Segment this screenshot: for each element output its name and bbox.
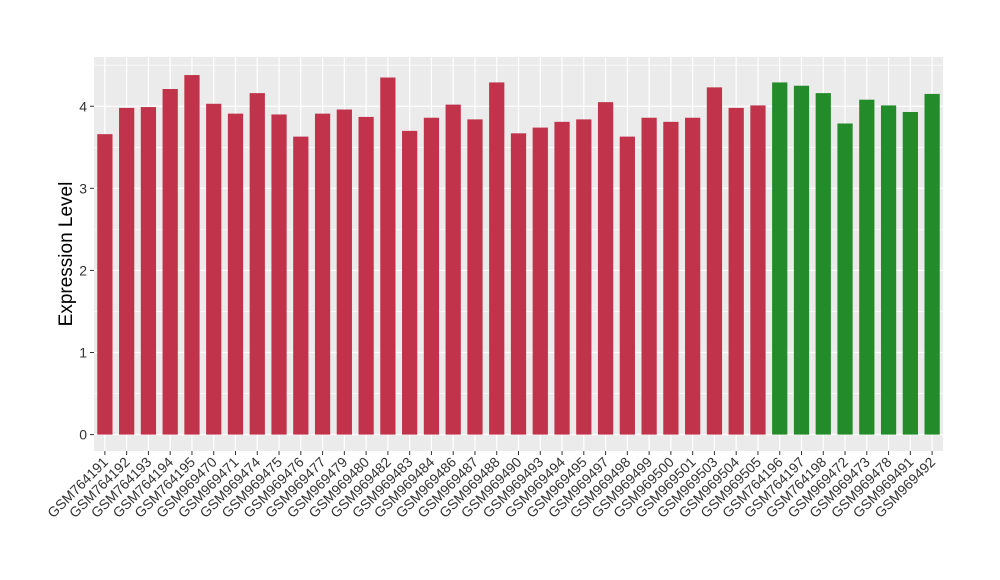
bar xyxy=(554,121,570,435)
bar xyxy=(445,104,461,435)
bar xyxy=(293,136,309,435)
bar xyxy=(206,103,222,435)
y-tick-label: 4 xyxy=(79,98,87,114)
bar xyxy=(358,116,374,435)
bar xyxy=(576,119,592,435)
bar xyxy=(793,85,810,435)
bar xyxy=(271,114,287,435)
bar xyxy=(402,130,418,435)
y-tick-label: 2 xyxy=(79,262,87,278)
bar xyxy=(619,136,635,435)
bar xyxy=(663,121,679,435)
y-axis: 0 1 2 3 4 xyxy=(79,98,94,443)
bar xyxy=(336,109,352,435)
bar xyxy=(184,75,200,435)
bar xyxy=(380,77,396,435)
bar xyxy=(772,82,788,435)
y-tick-label: 0 xyxy=(79,427,87,443)
bar xyxy=(924,93,940,435)
bar xyxy=(880,105,897,435)
bar xyxy=(859,99,875,435)
bar xyxy=(467,119,483,435)
bar xyxy=(119,107,135,435)
bar xyxy=(97,134,113,435)
bar xyxy=(489,82,505,435)
bar xyxy=(837,123,853,435)
bar xyxy=(532,127,548,435)
bar xyxy=(750,105,766,435)
y-tick-label: 1 xyxy=(79,345,87,361)
bar xyxy=(249,93,265,435)
y-axis-title: Expression Level xyxy=(56,182,77,327)
bars xyxy=(97,75,940,435)
bar xyxy=(510,133,527,435)
bar xyxy=(162,89,178,435)
bar xyxy=(641,117,657,435)
bar xyxy=(227,113,244,435)
y-tick-label: 3 xyxy=(79,180,87,196)
bar xyxy=(902,111,918,435)
bar xyxy=(815,93,831,435)
bar xyxy=(140,107,157,435)
bar xyxy=(423,117,440,435)
bar xyxy=(314,113,331,435)
x-axis: GSM764191GSM764192GSM764193GSM764194GSM7… xyxy=(44,451,938,521)
bar xyxy=(706,87,723,435)
bar xyxy=(685,117,701,435)
bar xyxy=(728,107,744,435)
bar xyxy=(597,102,614,435)
